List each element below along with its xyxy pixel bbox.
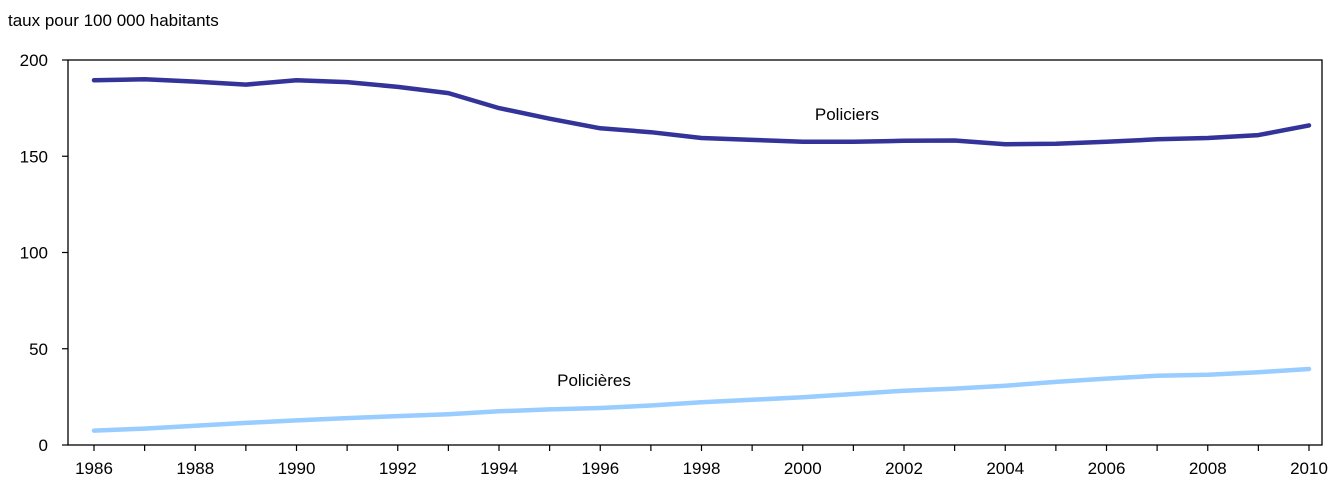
x-tick-label: 2006 <box>1088 459 1126 478</box>
x-tick-label: 1994 <box>480 459 518 478</box>
series-line-2 <box>91 366 1312 433</box>
x-tick-label: 2008 <box>1189 459 1227 478</box>
series-label: Policiers <box>815 105 879 124</box>
series-label: Policières <box>557 371 631 390</box>
x-tick-label: 1996 <box>581 459 619 478</box>
plot-frame <box>67 59 1323 446</box>
x-tick-label: 1988 <box>176 459 214 478</box>
x-tick-label: 2000 <box>784 459 822 478</box>
x-tick-label: 2004 <box>986 459 1024 478</box>
x-tick-label: 1998 <box>683 459 721 478</box>
x-tick-label: 1992 <box>379 459 417 478</box>
y-tick-label: 50 <box>29 340 48 359</box>
plot-area: 0 50 100 150 200 1986 1988 1990 1992 1994 1996 1998… <box>20 51 1328 478</box>
x-tick-label: 1990 <box>278 459 316 478</box>
y-tick-label: 150 <box>20 147 48 166</box>
y-tick-label: 200 <box>20 51 48 70</box>
x-tick-label: 2002 <box>885 459 923 478</box>
y-axis-label: taux pour 100 000 habitants <box>8 11 219 30</box>
x-tick-label: 1986 <box>75 459 113 478</box>
x-tick-label: 2010 <box>1290 459 1328 478</box>
series-line-1 <box>91 77 1312 147</box>
y-tick-label: 100 <box>20 244 48 263</box>
y-tick-label: 0 <box>39 436 48 455</box>
